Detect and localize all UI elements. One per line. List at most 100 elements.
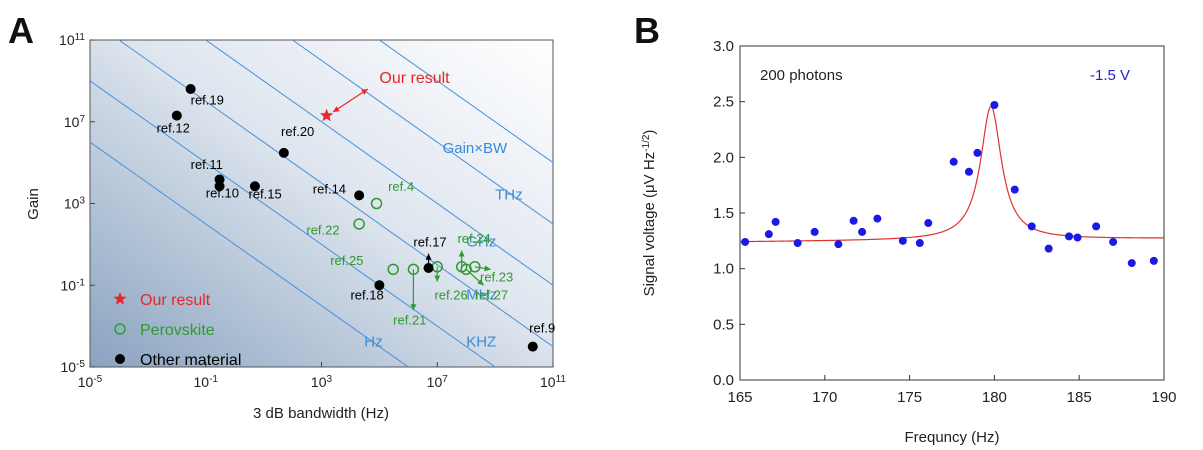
point-ref-14 <box>354 190 365 201</box>
point-ref-20 <box>278 147 289 158</box>
a-x-tick-label-4: 1011 <box>540 374 566 391</box>
panel-b-x-axis-label: Frequncy (Hz) <box>904 429 999 446</box>
panel-a-axes: 10-5 10-1 103 107 1011 10-5 10-1 103 107 1011 <box>59 32 566 391</box>
a-x-tick-label-2: 103 <box>311 374 333 391</box>
b-point-12 <box>949 157 958 166</box>
y-label-sup: -1/2 <box>641 134 652 152</box>
b-point-6 <box>849 216 858 225</box>
panel-a-point-labels: Our result ref.4 ref.22 ref.25 ref.21 ref.26 r… <box>157 70 556 335</box>
gbw-line-2 <box>118 40 553 347</box>
panel-a-legend: Our result Perovskite Other material <box>113 292 241 369</box>
label-our-result: Our result <box>379 70 450 87</box>
point-ref-9 <box>527 341 538 352</box>
label-ref-19: ref.19 <box>191 92 224 107</box>
b-point-13 <box>964 167 973 176</box>
point-ref-17 <box>423 262 434 273</box>
label-ref-21: ref.21 <box>393 313 426 328</box>
b-y-tick-label-1: 0.5 <box>713 316 734 333</box>
b-point-1 <box>764 230 773 239</box>
b-x-tick-label-4: 185 <box>1067 389 1092 406</box>
panel-b-chart: 165 170 175 180 185 1900.00.51.01.52.02.53.0 … <box>641 38 1177 446</box>
point-ref-25 <box>387 263 399 276</box>
b-x-tick-label-2: 175 <box>897 389 922 406</box>
b-x-tick-label-3: 180 <box>982 389 1007 406</box>
label-ref-18: ref.18 <box>350 288 383 303</box>
b-x-tick-label-1: 170 <box>812 389 837 406</box>
b-point-22 <box>1109 237 1118 246</box>
b-point-3 <box>793 239 802 248</box>
label-ref-17: ref.17 <box>413 234 446 249</box>
y-label-main: Signal voltage ( <box>641 193 658 296</box>
a-y-tick-label-4: 1011 <box>59 32 85 49</box>
gbw-line-5 <box>378 40 553 164</box>
point-ref-23 <box>469 261 481 273</box>
legend-marker-star <box>113 292 127 305</box>
arrow-ref-27 <box>465 268 485 286</box>
gbw-line-4 <box>291 40 553 225</box>
b-point-19 <box>1065 232 1074 241</box>
b-point-18 <box>1044 244 1053 253</box>
panel-b-y-axis-label: Signal voltage (μV Hz-1/2) <box>641 130 659 297</box>
b-point-2 <box>771 217 780 226</box>
a-y-tick-label-2: 103 <box>64 195 86 212</box>
b-y-tick-label-5: 2.5 <box>713 94 734 111</box>
a-y-tick-label-1: 10-1 <box>61 277 86 294</box>
b-point-17 <box>1027 222 1036 231</box>
b-point-4 <box>810 227 819 236</box>
label-ref-26: ref.26 <box>434 288 467 303</box>
legend-marker-filled-circle <box>115 354 125 364</box>
point-point-2-3 <box>214 174 225 185</box>
label-ref-23: ref.23 <box>480 270 513 285</box>
y-label-close: ) <box>641 130 658 135</box>
gbw-label-khz: KHZ <box>466 334 496 351</box>
point-ref-4 <box>370 197 383 210</box>
panel-a-arrows <box>332 88 491 311</box>
label-ref-20: ref.20 <box>281 124 314 139</box>
label-ref-24: ref.24 <box>457 231 490 246</box>
b-point-15 <box>990 101 999 110</box>
annotation-photons: 200 photons <box>760 67 843 84</box>
gain-bandwidth-line-labels: Hz KHZ MHz GHz THz Gain×BW <box>364 140 522 351</box>
legend-label-0: Our result <box>140 292 211 309</box>
panel-b-letter: B <box>634 10 660 51</box>
b-point-0 <box>741 237 750 246</box>
panel-a-y-axis-label: Gain <box>25 188 42 220</box>
gbw-label-thz: THz <box>495 186 523 203</box>
gbw-label-mhz: MHz <box>466 287 497 304</box>
panel-b-points <box>741 101 1158 268</box>
legend-label-1: Perovskite <box>140 322 215 339</box>
point-ref-22 <box>353 218 365 230</box>
b-point-23 <box>1127 259 1136 268</box>
point-our-result <box>319 108 334 122</box>
b-point-10 <box>915 239 924 248</box>
b-y-tick-label-0: 0.0 <box>713 372 734 389</box>
panel-b-plot-area <box>739 45 1165 381</box>
label-ref-14: ref.14 <box>313 182 346 197</box>
label-ref-9: ref.9 <box>529 320 555 335</box>
point-ref-12 <box>171 110 182 121</box>
b-point-21 <box>1092 222 1101 231</box>
y-label-mu: μ <box>641 184 658 193</box>
b-point-9 <box>898 236 907 245</box>
panel-a-chart: Hz KHZ MHz GHz THz Gain×BW 10-5 10-1 103 107 1011… <box>25 32 566 423</box>
gbw-line-3 <box>204 40 553 286</box>
panel-a-x-axis-label: 3 dB bandwidth (Hz) <box>253 405 389 422</box>
arrow-ref-24 <box>458 250 465 267</box>
gbw-label-hz: Hz <box>364 334 382 351</box>
gain-bw-label: Gain×BW <box>443 140 508 157</box>
legend-marker-open-circle <box>114 323 126 335</box>
a-x-tick-label-1: 10-1 <box>194 374 219 391</box>
b-y-tick-label-2: 1.0 <box>713 261 734 278</box>
a-x-tick-label-3: 107 <box>427 374 449 391</box>
gbw-label-ghz: GHz <box>466 233 496 250</box>
b-point-16 <box>1010 185 1019 194</box>
b-x-tick-label-5: 190 <box>1151 389 1176 406</box>
a-y-tick-label-3: 107 <box>64 113 86 130</box>
arrow-ref-23 <box>474 265 491 272</box>
b-x-tick-label-0: 165 <box>727 389 752 406</box>
panel-a-letter: A <box>8 10 34 51</box>
b-point-11 <box>924 219 933 228</box>
b-point-5 <box>834 240 843 249</box>
b-point-20 <box>1073 233 1082 242</box>
